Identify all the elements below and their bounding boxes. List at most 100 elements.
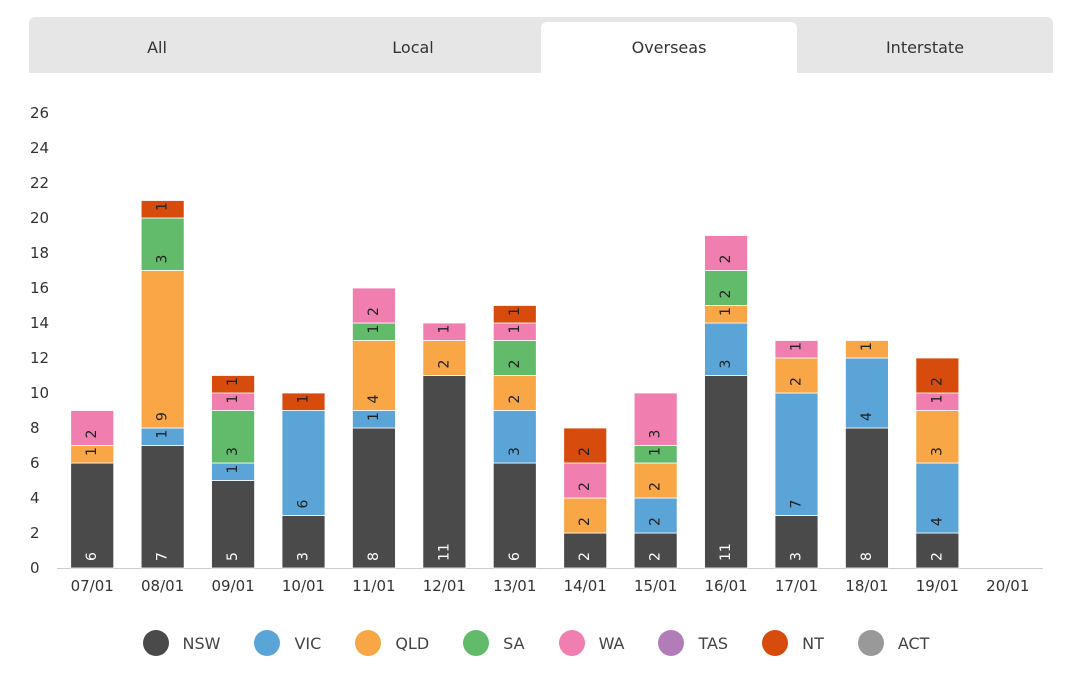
legend-item-wa[interactable]: WA [558, 630, 625, 656]
legend-label: VIC [294, 633, 322, 653]
y-tick-label: 16 [30, 279, 49, 297]
data-label: 1 [789, 342, 805, 351]
data-label: 3 [718, 360, 734, 369]
bar-segment-nsw [492, 462, 537, 569]
y-tick-label: 20 [30, 209, 49, 227]
data-label: 1 [648, 447, 664, 456]
data-label: 2 [507, 360, 523, 369]
tab-interstate[interactable]: Interstate [885, 38, 965, 57]
bar-segment-nsw [281, 515, 326, 569]
legend-swatch [254, 630, 281, 656]
x-tick-label: 14/01 [564, 577, 607, 595]
data-label: 1 [225, 395, 241, 404]
legend-item-sa[interactable]: SA [463, 630, 525, 656]
data-label: 2 [929, 552, 945, 561]
data-label: 2 [366, 307, 382, 316]
data-label: 2 [929, 377, 945, 386]
chart-legend: NSW VIC QLD SA WA TAS NT ACT [0, 630, 1072, 656]
data-label: 11 [436, 543, 452, 561]
tab-all[interactable]: All [147, 38, 167, 57]
bar-segment-nsw [633, 532, 678, 569]
y-tick-label: 12 [30, 349, 49, 367]
y-tick-label: 10 [30, 384, 49, 402]
data-label: 1 [155, 202, 171, 211]
data-label: 2 [436, 360, 452, 369]
tab-overseas[interactable]: Overseas [541, 22, 797, 73]
x-tick-label: 18/01 [845, 577, 888, 595]
x-tick-label: 07/01 [71, 577, 114, 595]
data-label: 3 [507, 447, 523, 456]
data-label: 1 [436, 325, 452, 334]
y-tick-label: 22 [30, 174, 49, 192]
legend-item-act[interactable]: ACT [857, 630, 930, 656]
bar-segment-nt [492, 305, 537, 324]
x-tick-label: 16/01 [704, 577, 747, 595]
bar-segment-nsw [845, 427, 889, 569]
bar-segment-nsw [774, 515, 819, 569]
legend-swatch [355, 630, 382, 656]
legend-label: WA [598, 633, 625, 653]
bar-segment-vic [845, 357, 889, 429]
data-label: 2 [718, 255, 734, 264]
bar-segment-sa [492, 340, 537, 376]
data-label: 2 [648, 517, 664, 526]
x-tick-label: 13/01 [493, 577, 536, 595]
data-label: 3 [296, 552, 312, 561]
data-label: 8 [366, 552, 382, 561]
bar-segment-qld [563, 497, 608, 534]
legend-item-nsw[interactable]: NSW [142, 630, 220, 656]
legend-item-tas[interactable]: TAS [658, 630, 728, 656]
bar-segment-nsw [211, 480, 255, 569]
legend-swatch [762, 630, 789, 656]
data-label: 1 [84, 447, 100, 456]
legend-swatch [463, 630, 490, 656]
bar-segment-vic [704, 322, 748, 376]
y-tick-label: 14 [30, 314, 49, 332]
data-label: 9 [155, 412, 171, 421]
bar-segment-vic [633, 497, 678, 534]
legend-label: NT [802, 633, 824, 653]
bar-segment-vic [915, 462, 960, 534]
bar-segment-wa [422, 322, 467, 341]
bar-segment-wa [633, 392, 678, 446]
x-tick-label: 20/01 [986, 577, 1029, 595]
bar-segment-sa [140, 217, 185, 271]
data-label: 2 [648, 552, 664, 561]
x-tick-label: 12/01 [423, 577, 466, 595]
bar-segment-nsw [915, 532, 960, 569]
data-label: 3 [929, 447, 945, 456]
data-label: 1 [225, 465, 241, 474]
bar-segment-wa [70, 410, 115, 446]
y-tick-label: 4 [30, 489, 40, 507]
data-label: 2 [718, 290, 734, 299]
bar-segment-nt [915, 357, 960, 394]
data-label: 4 [859, 412, 875, 421]
data-label: 3 [648, 430, 664, 439]
bar-segment-qld [633, 462, 678, 499]
y-tick-label: 18 [30, 244, 49, 262]
data-label: 2 [648, 482, 664, 491]
tab-local[interactable]: Local [392, 38, 434, 57]
legend-item-vic[interactable]: VIC [254, 630, 321, 656]
bar-segment-sa [211, 410, 255, 464]
legend-item-nt[interactable]: NT [762, 630, 824, 656]
bar-segment-nsw [563, 532, 608, 569]
x-tick-label: 11/01 [352, 577, 395, 595]
bar-segment-nsw [352, 427, 396, 569]
legend-label: ACT [897, 633, 930, 653]
data-label: 6 [507, 552, 523, 561]
bar-segment-wa [563, 462, 608, 499]
bar-segment-wa [704, 235, 748, 271]
data-label: 6 [296, 500, 312, 509]
data-label: 11 [718, 543, 734, 561]
data-label: 2 [577, 447, 593, 456]
data-label: 1 [929, 395, 945, 404]
legend-label: TAS [698, 633, 729, 653]
bar-segment-nt [140, 200, 185, 219]
bar-segment-nsw [704, 375, 748, 569]
legend-label: QLD [395, 633, 430, 653]
data-label: 2 [789, 377, 805, 386]
legend-item-qld[interactable]: QLD [355, 630, 429, 656]
legend-swatch [658, 630, 685, 656]
